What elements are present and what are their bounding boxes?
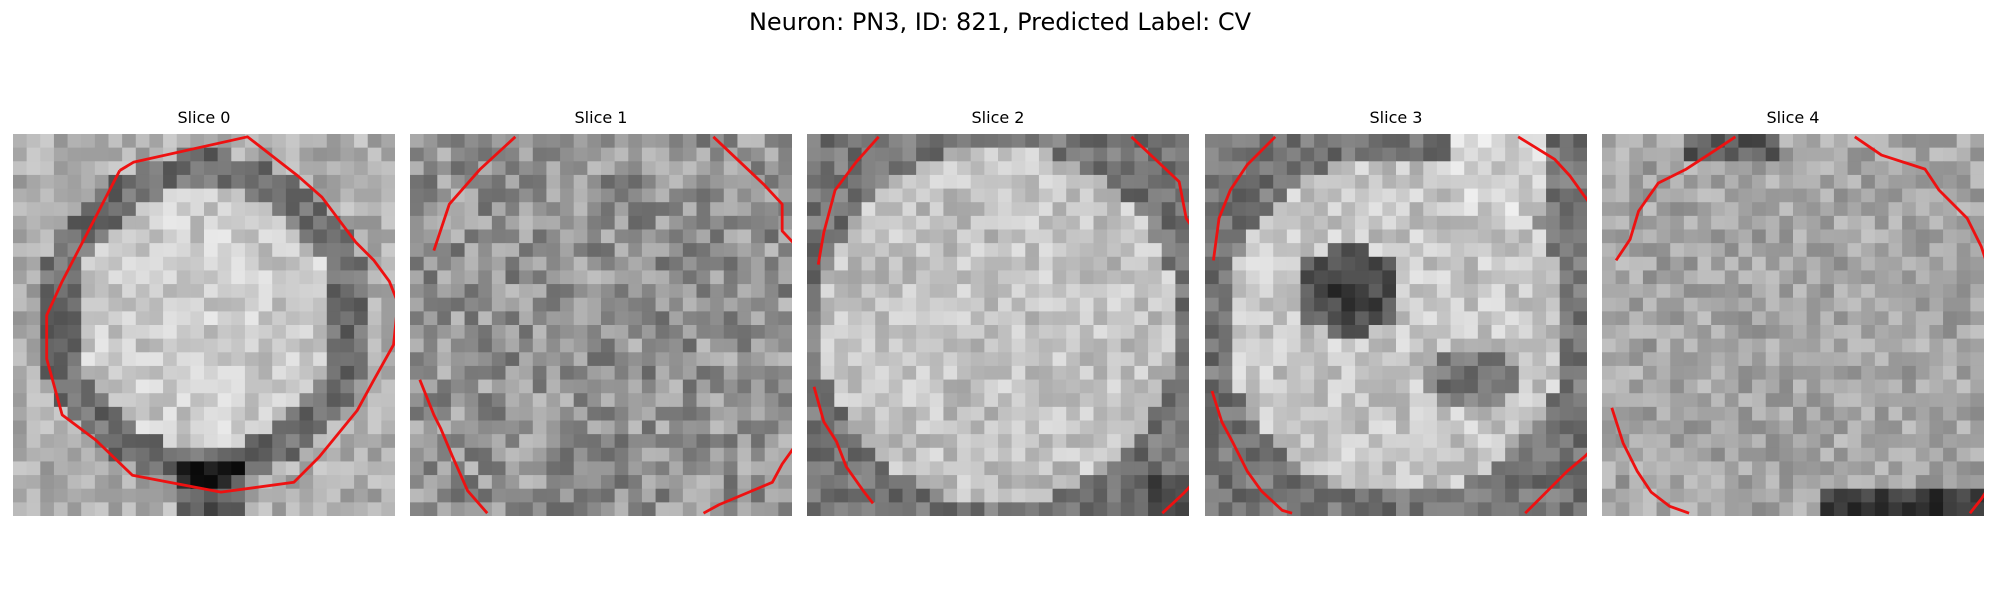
slice-title-4: Slice 4 (1766, 108, 1820, 127)
slice-title-3: Slice 3 (1369, 108, 1423, 127)
contour-line-0 (1614, 135, 1737, 262)
slice-panel-1: Slice 1 (410, 108, 792, 520)
contour-line-2 (812, 386, 875, 505)
pixel-grid (13, 134, 395, 516)
contour-line-1 (1130, 135, 1189, 226)
slice-image-3 (1205, 134, 1587, 516)
contour-line-0 (1212, 135, 1277, 261)
contour-line-0 (432, 135, 517, 252)
slice-panel-2: Slice 2 (807, 108, 1189, 520)
pixel-grid (410, 134, 792, 516)
slice-image-2 (807, 134, 1189, 516)
contour-line-3 (702, 447, 792, 515)
contour-line-2 (1610, 407, 1690, 515)
figure-title: Neuron: PN3, ID: 821, Predicted Label: C… (748, 8, 1252, 36)
slice-panel-3: Slice 3 (1205, 108, 1587, 520)
slice-image-1 (410, 134, 792, 516)
slice-title-1: Slice 1 (574, 108, 628, 127)
contour-line-1 (712, 135, 792, 244)
slice-image-4 (1602, 134, 1984, 516)
slice-panel-0: Slice 0 (13, 108, 395, 520)
slice-panel-4: Slice 4 (1602, 108, 1984, 520)
contour-line-0 (45, 135, 395, 494)
slice-title-2: Slice 2 (971, 108, 1025, 127)
pixel-grid (1602, 134, 1984, 516)
slice-image-0 (13, 134, 395, 516)
contour-line-0 (816, 135, 880, 265)
contour-line-1 (1517, 135, 1587, 202)
pixel-grid (807, 134, 1189, 516)
contour-line-3 (1524, 452, 1587, 515)
pixel-grid (1205, 134, 1587, 516)
contour-line-2 (418, 379, 489, 515)
slice-title-0: Slice 0 (177, 108, 231, 127)
contour-line-1 (1854, 135, 1984, 515)
contour-line-2 (1210, 390, 1293, 515)
contour-line-3 (1161, 485, 1189, 515)
